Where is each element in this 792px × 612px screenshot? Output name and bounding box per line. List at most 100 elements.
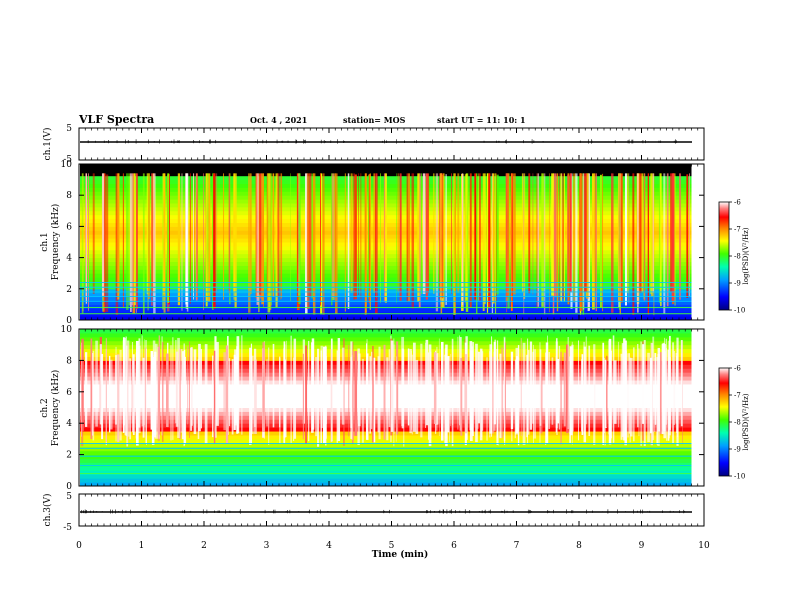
emission-stripe: [117, 173, 120, 300]
emission-stripe: [481, 349, 483, 437]
emission-stripe: [122, 173, 124, 308]
emission-stripe: [649, 357, 653, 434]
emission-stripe: [496, 174, 499, 295]
emission-stripe: [254, 359, 257, 434]
frequency-band: [80, 308, 692, 313]
emission-stripe: [320, 345, 323, 429]
emission-stripe: [513, 173, 516, 295]
y-tick-label: 4: [66, 419, 72, 429]
frequency-band: [80, 391, 692, 397]
emission-stripe: [204, 344, 208, 444]
emission-stripe: [612, 335, 615, 443]
emission-stripe: [674, 173, 676, 306]
emission-stripe: [290, 173, 291, 302]
ch3-waveform-panel: 5 -5 ch.3(V): [42, 492, 705, 533]
emission-stripe: [627, 353, 629, 438]
emission-stripe: [354, 351, 358, 436]
emission-stripe: [603, 357, 605, 434]
frequency-band: [80, 304, 692, 309]
emission-stripe: [629, 357, 631, 443]
emission-stripe: [396, 173, 397, 303]
emission-stripe: [638, 348, 640, 437]
emission-stripe: [109, 359, 113, 430]
emission-stripe: [497, 359, 499, 446]
emission-stripe: [427, 173, 429, 294]
ch1-colorbar-ticks: -6 -7 -8 -9 -10: [729, 199, 745, 315]
frequency-band: [80, 423, 692, 428]
no-data-region: [691, 164, 704, 320]
emission-stripe: [541, 173, 544, 307]
emission-stripe: [609, 349, 612, 440]
emission-stripe: [464, 174, 467, 303]
emission-stripe: [652, 173, 654, 293]
emission-stripe: [181, 173, 183, 311]
emission-stripe: [588, 173, 590, 311]
emission-stripe: [150, 351, 154, 430]
emission-stripe: [181, 351, 185, 440]
colorbar-tick-label: -8: [734, 253, 741, 261]
ch1-spectrogram-ylabel-channel: ch.1: [40, 232, 50, 251]
emission-stripe: [384, 173, 388, 303]
emission-stripe: [407, 173, 411, 302]
emission-stripe: [422, 173, 426, 294]
emission-stripe: [638, 173, 642, 293]
emission-stripe: [677, 348, 679, 438]
time-axis: 0 1 2 3 4 5 6 7 8 9 10: [76, 128, 710, 551]
emission-stripe: [460, 358, 463, 436]
emission-stripe: [241, 335, 243, 435]
frequency-band: [80, 340, 692, 346]
emission-stripe: [632, 173, 635, 315]
frequency-band: [80, 454, 692, 460]
emission-stripe: [551, 357, 554, 425]
emission-stripe: [669, 335, 671, 430]
emission-stripe: [85, 173, 88, 304]
emission-stripe: [613, 360, 617, 424]
emission-stripe: [670, 173, 673, 293]
emission-stripe: [212, 173, 214, 310]
emission-stripe: [482, 351, 484, 431]
emission-stripe: [305, 173, 308, 314]
frequency-band: [80, 167, 692, 173]
emission-stripe: [510, 173, 513, 312]
emission-stripe: [353, 173, 355, 300]
emission-stripe: [115, 346, 117, 442]
emission-stripe: [124, 338, 126, 436]
emission-stripe: [501, 347, 504, 438]
no-data-region: [691, 329, 704, 486]
emission-stripe: [621, 343, 624, 437]
emission-stripe: [435, 173, 439, 312]
ch1-waveform-ylabel: ch.1(V): [42, 128, 53, 161]
emission-stripe: [583, 341, 585, 435]
emission-stripe: [469, 350, 473, 442]
emission-stripe: [451, 338, 454, 447]
emission-stripe: [451, 173, 452, 294]
frequency-band: [80, 336, 692, 342]
emission-stripe: [320, 173, 323, 315]
emission-stripe: [216, 173, 218, 293]
emission-stripe: [154, 343, 158, 439]
x-tick-label: 8: [576, 541, 582, 551]
frequency-band: [80, 344, 692, 350]
emission-stripe: [436, 346, 438, 431]
emission-stripe: [594, 173, 596, 294]
emission-stripe: [667, 349, 670, 441]
emission-stripe: [477, 351, 479, 429]
emission-stripe: [144, 339, 145, 426]
emission-stripe: [272, 173, 275, 297]
emission-stripe: [195, 173, 198, 301]
emission-stripe: [563, 173, 565, 302]
emission-stripe: [585, 336, 587, 425]
emission-stripe: [366, 343, 368, 440]
emission-stripe: [191, 347, 193, 426]
emission-stripe: [146, 173, 149, 295]
emission-stripe: [425, 339, 429, 426]
frequency-band: [80, 474, 692, 479]
emission-stripe: [464, 354, 468, 434]
emission-stripe: [351, 355, 353, 440]
emission-stripe: [520, 338, 522, 437]
frequency-band: [80, 395, 692, 401]
emission-stripe: [592, 173, 595, 310]
emission-stripe: [671, 173, 675, 302]
emission-stripe: [331, 173, 335, 299]
